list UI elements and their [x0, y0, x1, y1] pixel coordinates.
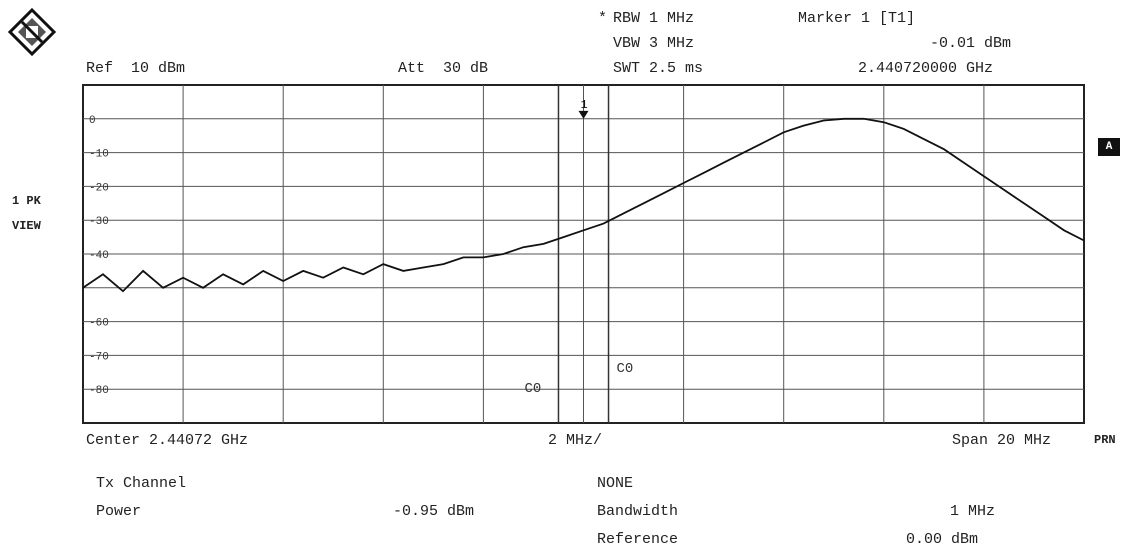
tx-channel-label: Tx Channel [96, 475, 187, 492]
vbw-label: VBW 3 MHz [613, 35, 695, 52]
y-tick-label: 0 [89, 115, 96, 127]
y-tick-label: -20 [89, 182, 109, 194]
grid-lines [83, 85, 1084, 423]
reference-value: 0.00 dBm [906, 531, 979, 548]
swt-label: SWT 2.5 ms [613, 60, 704, 77]
trace-mode: 1 PK [12, 194, 41, 208]
y-tick-label: -10 [89, 149, 109, 161]
span-label: Span 20 MHz [952, 432, 1052, 449]
bandwidth-label: Bandwidth [597, 503, 679, 520]
trace-view: VIEW [12, 219, 41, 233]
center-frequency: Center 2.44072 GHz [86, 432, 249, 449]
marker-level: -0.01 dBm [930, 35, 1012, 52]
channel-line-label: C0 [524, 381, 541, 397]
prn-label: PRN [1094, 433, 1116, 447]
reference-label: Reference [597, 531, 679, 548]
division-label: 2 MHz/ [548, 432, 603, 449]
y-tick-label: -60 [89, 318, 109, 330]
power-label: Power [96, 503, 142, 520]
power-value: -0.95 dBm [393, 503, 475, 520]
rbw-asterisk: * [598, 10, 608, 27]
trace-line [82, 117, 1085, 293]
ref-level: Ref 10 dBm [86, 60, 186, 77]
marker-frequency: 2.440720000 GHz [858, 60, 994, 77]
marker-label: 1 [581, 98, 588, 112]
y-tick-label: -40 [89, 250, 109, 262]
y-tick-labels: 0 -10 -20 -30 -40 -60 -70 -80 [89, 115, 109, 397]
attenuation: Att 30 dB [398, 60, 489, 77]
trace-a-badge: A [1098, 138, 1120, 156]
y-tick-label: -80 [89, 385, 109, 397]
rbw-label: RBW 1 MHz [613, 10, 695, 27]
y-tick-label: -70 [89, 351, 109, 363]
channel-line-label: C0 [617, 361, 634, 377]
marker-group: 1 [578, 98, 589, 119]
channel-lines: C0 C0 [524, 85, 633, 423]
brand-logo [8, 8, 56, 56]
marker-triangle [578, 110, 589, 119]
none-label: NONE [597, 475, 634, 492]
marker-title: Marker 1 [T1] [798, 10, 916, 27]
bandwidth-value: 1 MHz [950, 503, 996, 520]
y-tick-label: -30 [89, 216, 109, 228]
